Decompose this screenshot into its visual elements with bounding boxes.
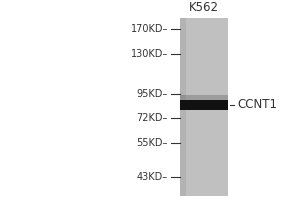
Text: 130KD–: 130KD– — [131, 49, 168, 59]
Bar — [180, 95, 228, 100]
Text: 43KD–: 43KD– — [137, 172, 168, 182]
Bar — [180, 100, 228, 110]
Text: 72KD–: 72KD– — [136, 113, 168, 123]
Text: 95KD–: 95KD– — [137, 89, 168, 99]
Text: 170KD–: 170KD– — [130, 24, 168, 34]
Text: 55KD–: 55KD– — [136, 138, 168, 148]
Bar — [180, 105, 228, 110]
Text: K562: K562 — [189, 1, 219, 14]
Text: CCNT1: CCNT1 — [237, 98, 277, 111]
Bar — [180, 18, 228, 196]
Bar — [180, 18, 186, 196]
